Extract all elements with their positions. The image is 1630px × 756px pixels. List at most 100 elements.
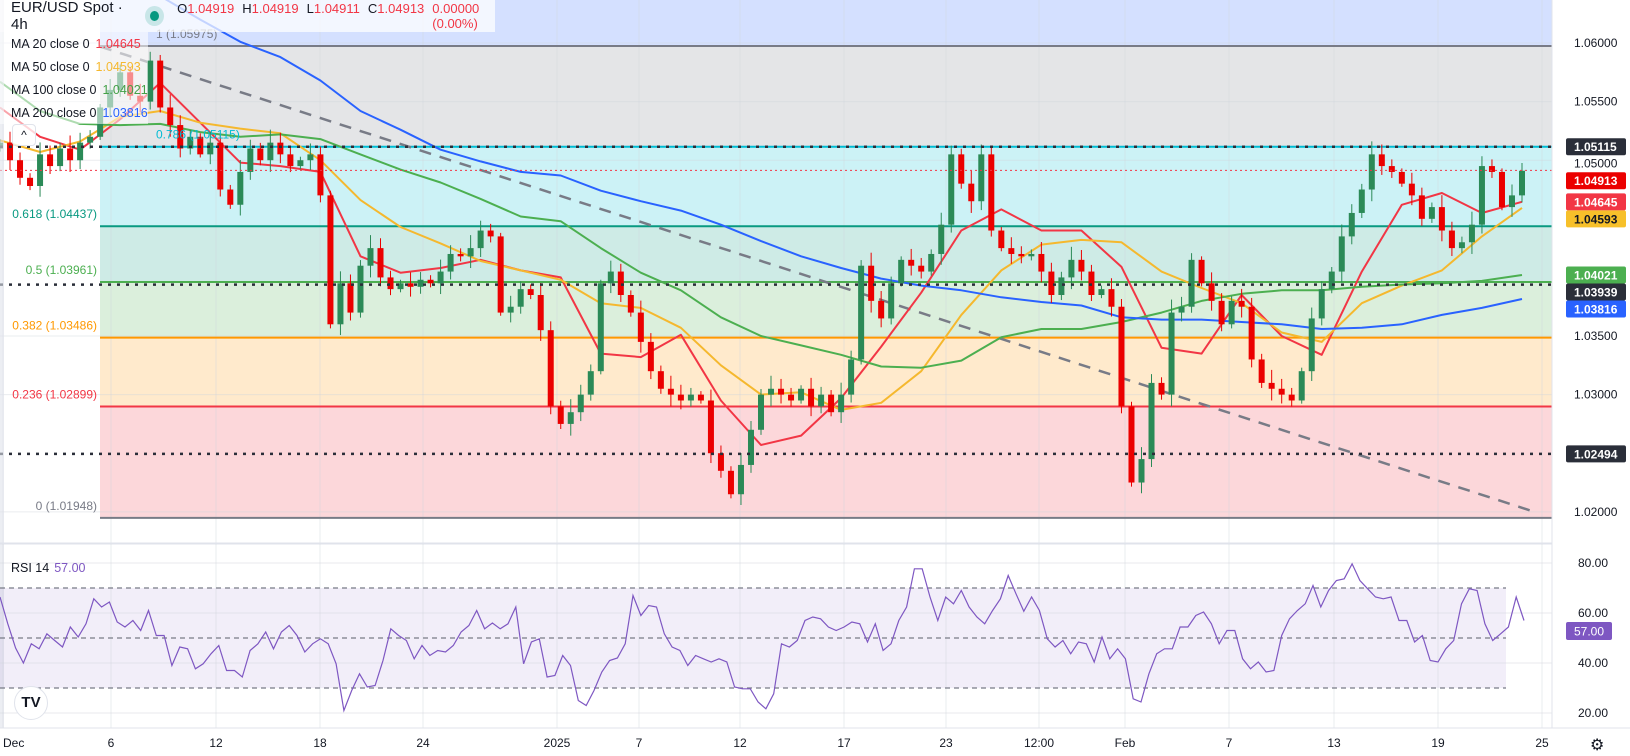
rsi-line [0,562,1525,713]
candle [317,146,324,203]
candle [1398,168,1405,187]
candle-body [17,160,24,178]
candle [447,245,454,280]
close-value: 1.04913 [377,1,425,16]
candle-body [527,289,534,295]
candle-body [177,125,184,149]
candle [577,384,584,422]
candle [938,212,945,265]
candle [1358,183,1365,219]
candle-body [988,154,995,231]
price-tag [1566,138,1626,156]
candle [277,132,284,164]
time-axis-tick: 12 [733,736,747,750]
candle [287,147,294,173]
candle-body [1238,300,1245,307]
candle-body [1008,248,1015,254]
candle-body [257,148,264,161]
candle-body [557,406,564,424]
candle-body [297,160,304,167]
candle-body [1378,154,1385,167]
candle-body [1328,271,1335,290]
candle-body [157,60,164,108]
open-value: 1.04919 [187,1,235,16]
candle-body [1028,253,1035,257]
symbol-header: EUR/USD Spot · 4h O 1.04919 H 1.04919 L 1.0… [0,0,495,33]
candle-body [778,388,785,395]
candle [1438,195,1445,242]
symbol-title[interactable]: EUR/USD Spot · 4h [11,0,123,33]
candle [1278,378,1285,404]
candle-body [417,279,424,287]
candle [1088,264,1095,302]
candle [697,391,704,404]
legend-ma50[interactable]: MA 50 close 0 1.04593 [0,55,148,78]
time-axis-tick: 18 [313,736,327,750]
candle-body [517,289,524,307]
candle [1338,224,1345,283]
legend-label: MA 50 close 0 [11,59,90,74]
candle [727,466,734,499]
legend-ma100[interactable]: MA 100 close 0 1.04021 [0,78,148,101]
candle [1138,447,1145,494]
candle [637,300,644,353]
candle-body [1218,300,1225,325]
candle [878,291,885,328]
candle [1248,297,1255,368]
rsi-legend[interactable]: RSI 14 57.00 [11,561,86,575]
candle-body [87,136,94,143]
candle [657,365,664,394]
legend-value: 1.04021 [102,82,148,97]
candle [547,321,554,415]
candle-body [858,265,865,360]
time-axis-tick: 25 [1535,736,1549,750]
candle [1078,249,1085,281]
collapse-legend-button[interactable]: ^ [12,124,36,146]
legend-ma20[interactable]: MA 20 close 0 1.04645 [0,32,148,55]
candle-body [57,148,64,167]
candle [838,382,845,423]
candle [1018,246,1025,264]
price-pane [0,0,1552,543]
fib-zone [100,226,1552,282]
candle-body [457,253,464,257]
candle [267,129,274,172]
candle-body [1358,189,1365,213]
fib-zone [100,146,1552,227]
candle [747,420,754,473]
candle-body [657,371,664,389]
candle [848,350,855,403]
candle-body [727,470,734,495]
candle-body [277,142,284,155]
candle [1168,299,1175,407]
candle-body [1418,195,1425,219]
candle-body [167,107,174,126]
tradingview-logo[interactable]: TV [14,686,48,720]
moving-average-line [164,0,1523,330]
candle [437,259,444,295]
candle-body [1438,207,1445,231]
candle [47,145,54,174]
candle [978,144,985,211]
change-value: 0.00000 (0.00%) [432,1,480,31]
rsi-axis-tick: 80.00 [1578,556,1608,570]
candle [898,256,905,287]
price-axis-tick: 1.03000 [1574,388,1618,402]
candle-body [507,306,514,313]
candle [367,235,374,278]
candle [597,279,604,375]
candle [427,275,434,288]
candle-body [437,271,444,284]
price-tag [1566,445,1626,463]
candle-body [968,183,975,202]
rsi-value: 57.00 [54,561,86,575]
gear-icon[interactable]: ⚙ [1590,737,1605,754]
candle [27,173,34,191]
candle [1308,307,1315,381]
candle [1268,369,1275,401]
candle-body [1488,166,1495,172]
candle [968,170,975,213]
legend-ma200[interactable]: MA 200 close 0 1.03816 [0,101,148,124]
candle [667,375,674,407]
